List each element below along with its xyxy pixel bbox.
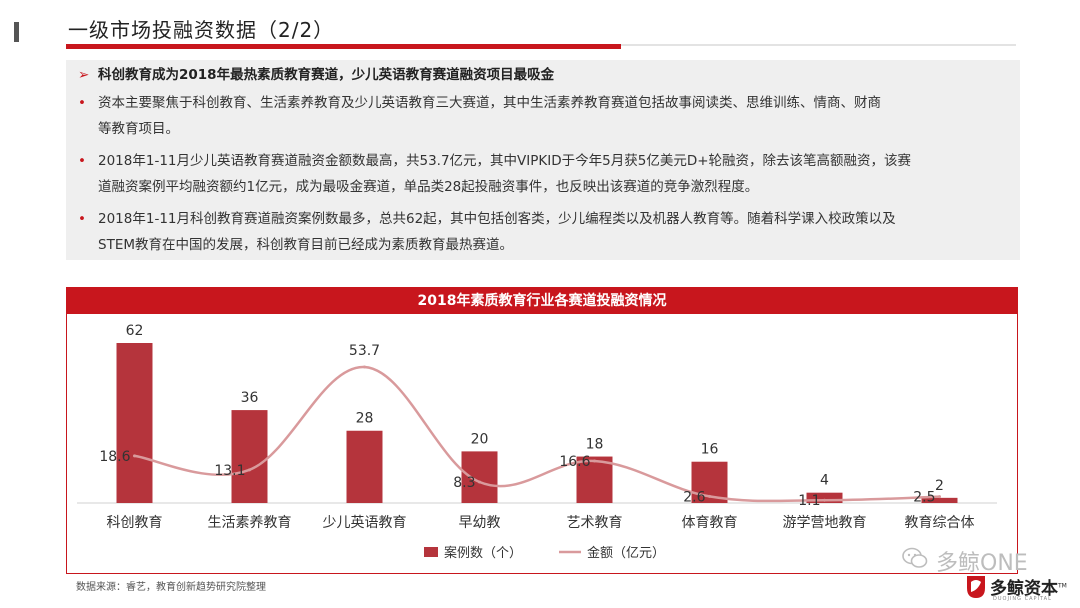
source-note: 数据来源：睿艺，教育创新趋势研究院整理 — [76, 582, 266, 593]
wechat-icon — [902, 547, 928, 568]
line-point — [248, 468, 251, 472]
line-value-label: 18.6 — [99, 449, 130, 465]
bar-value-label: 2 — [935, 478, 944, 494]
bar — [346, 430, 383, 503]
bar — [806, 492, 843, 503]
summary-panel: ➢ 科创教育成为2018年最热素质教育赛道，少儿英语教育赛道融资项目最吸金 • … — [66, 60, 1020, 260]
bar — [461, 451, 498, 503]
bullet-item: • 2018年1-11月科创教育赛道融资案例数最多，总共62起，其中包括创客类，… — [78, 206, 1008, 258]
x-tick-label: 科创教育 — [107, 515, 163, 531]
bullet-item: • 2018年1-11月少儿英语教育赛道融资金额数最高，共53.7亿元，其中VI… — [78, 148, 1008, 200]
x-tick-label: 艺术教育 — [567, 515, 623, 531]
x-tick-label: 生活素养教育 — [208, 515, 292, 531]
line-value-label: 13.1 — [214, 463, 245, 479]
legend-swatch — [424, 547, 438, 557]
bullet-line: STEM教育在中国的发展，科创教育目前已经成为素质教育最热赛道。 — [98, 237, 513, 253]
x-tick-label: 体育教育 — [682, 515, 738, 531]
bar-value-label: 28 — [356, 411, 374, 427]
x-tick-label: 少儿英语教育 — [323, 514, 407, 531]
line-value-label: 16.6 — [559, 454, 590, 470]
bar-value-label: 16 — [701, 442, 719, 458]
line-value-label: 8.3 — [453, 475, 475, 491]
legend-label: 金额（亿元） — [587, 545, 665, 561]
legend-label: 案例数（个） — [444, 546, 522, 561]
bar-value-label: 4 — [820, 473, 829, 489]
bar — [116, 343, 153, 503]
headline-row: ➢ 科创教育成为2018年最热素质教育赛道，少儿英语教育赛道融资项目最吸金 — [78, 62, 1008, 88]
bullet-line: 道融资案例平均融资额约1亿元，成为最吸金赛道，单品类28起投融资事件，也反映出该… — [98, 179, 759, 195]
bullet-line: 等教育项目。 — [98, 121, 179, 137]
line-point — [133, 454, 136, 458]
brand-logo: 多鲸资本TM DUOJING CAPITAL — [965, 572, 1077, 606]
section-marker — [14, 22, 19, 42]
x-tick-label: 游学营地教育 — [783, 515, 867, 531]
bar-value-label: 18 — [586, 437, 604, 453]
chart-panel: 2018年素质教育行业各赛道投融资情况 62 科创教育 36 生活素养教育 28 少儿英语… — [66, 287, 1018, 574]
line-point — [363, 365, 366, 369]
bar — [231, 410, 268, 503]
bar — [576, 456, 613, 503]
logo-name: 多鲸资本TM — [990, 579, 1067, 599]
x-tick-label: 早幼教 — [459, 515, 501, 531]
bullet-line: 2018年1-11月少儿英语教育赛道融资金额数最高，共53.7亿元，其中VIPK… — [98, 153, 912, 169]
whale-logo-icon — [967, 576, 985, 598]
bullet-line: 资本主要聚焦于科创教育、生活素养教育及少儿英语教育三大赛道，其中生活素养教育赛道… — [98, 95, 881, 111]
bar-value-label: 36 — [241, 390, 259, 406]
line-point — [938, 495, 941, 499]
headline-text: 科创教育成为2018年最热素质教育赛道，少儿英语教育赛道融资项目最吸金 — [98, 67, 555, 83]
line-point — [478, 480, 481, 484]
line-value-label: 2.5 — [913, 490, 935, 506]
line-point — [823, 498, 826, 502]
bar — [921, 497, 958, 503]
line-value-label: 53.7 — [349, 343, 380, 359]
bullet-item: • 资本主要聚焦于科创教育、生活素养教育及少儿英语教育三大赛道，其中生活素养教育… — [78, 90, 1008, 142]
page-title: 一级市场投融资数据（2/2） — [68, 18, 335, 42]
logo-subtitle: DUOJING CAPITAL — [993, 596, 1052, 602]
x-tick-label: 教育综合体 — [905, 515, 975, 531]
dot-bullet-icon: • — [78, 153, 86, 169]
dot-bullet-icon: • — [78, 95, 86, 111]
bullet-line: 2018年1-11月科创教育赛道融资案例数最多，总共62起，其中包括创客类，少儿… — [98, 211, 896, 227]
dot-bullet-icon: • — [78, 211, 86, 227]
series-line — [134, 365, 940, 503]
title-underline-accent — [66, 44, 621, 49]
watermark-text: 多鲸ONE — [936, 551, 1028, 576]
line-value-label: 2.6 — [683, 489, 705, 505]
arrow-bullet-icon: ➢ — [78, 67, 90, 83]
bar-value-label: 20 — [471, 431, 489, 447]
combo-chart: 62 科创教育 36 生活素养教育 28 少儿英语教育 20 早幼教 18 艺术教育 16 体育教育 4… — [77, 323, 997, 561]
line-value-label: 1.1 — [798, 493, 820, 509]
chart-title: 2018年素质教育行业各赛道投融资情况 — [67, 288, 1017, 314]
bar-value-label: 62 — [126, 323, 144, 339]
line-point — [593, 459, 596, 463]
line-point — [708, 494, 711, 498]
